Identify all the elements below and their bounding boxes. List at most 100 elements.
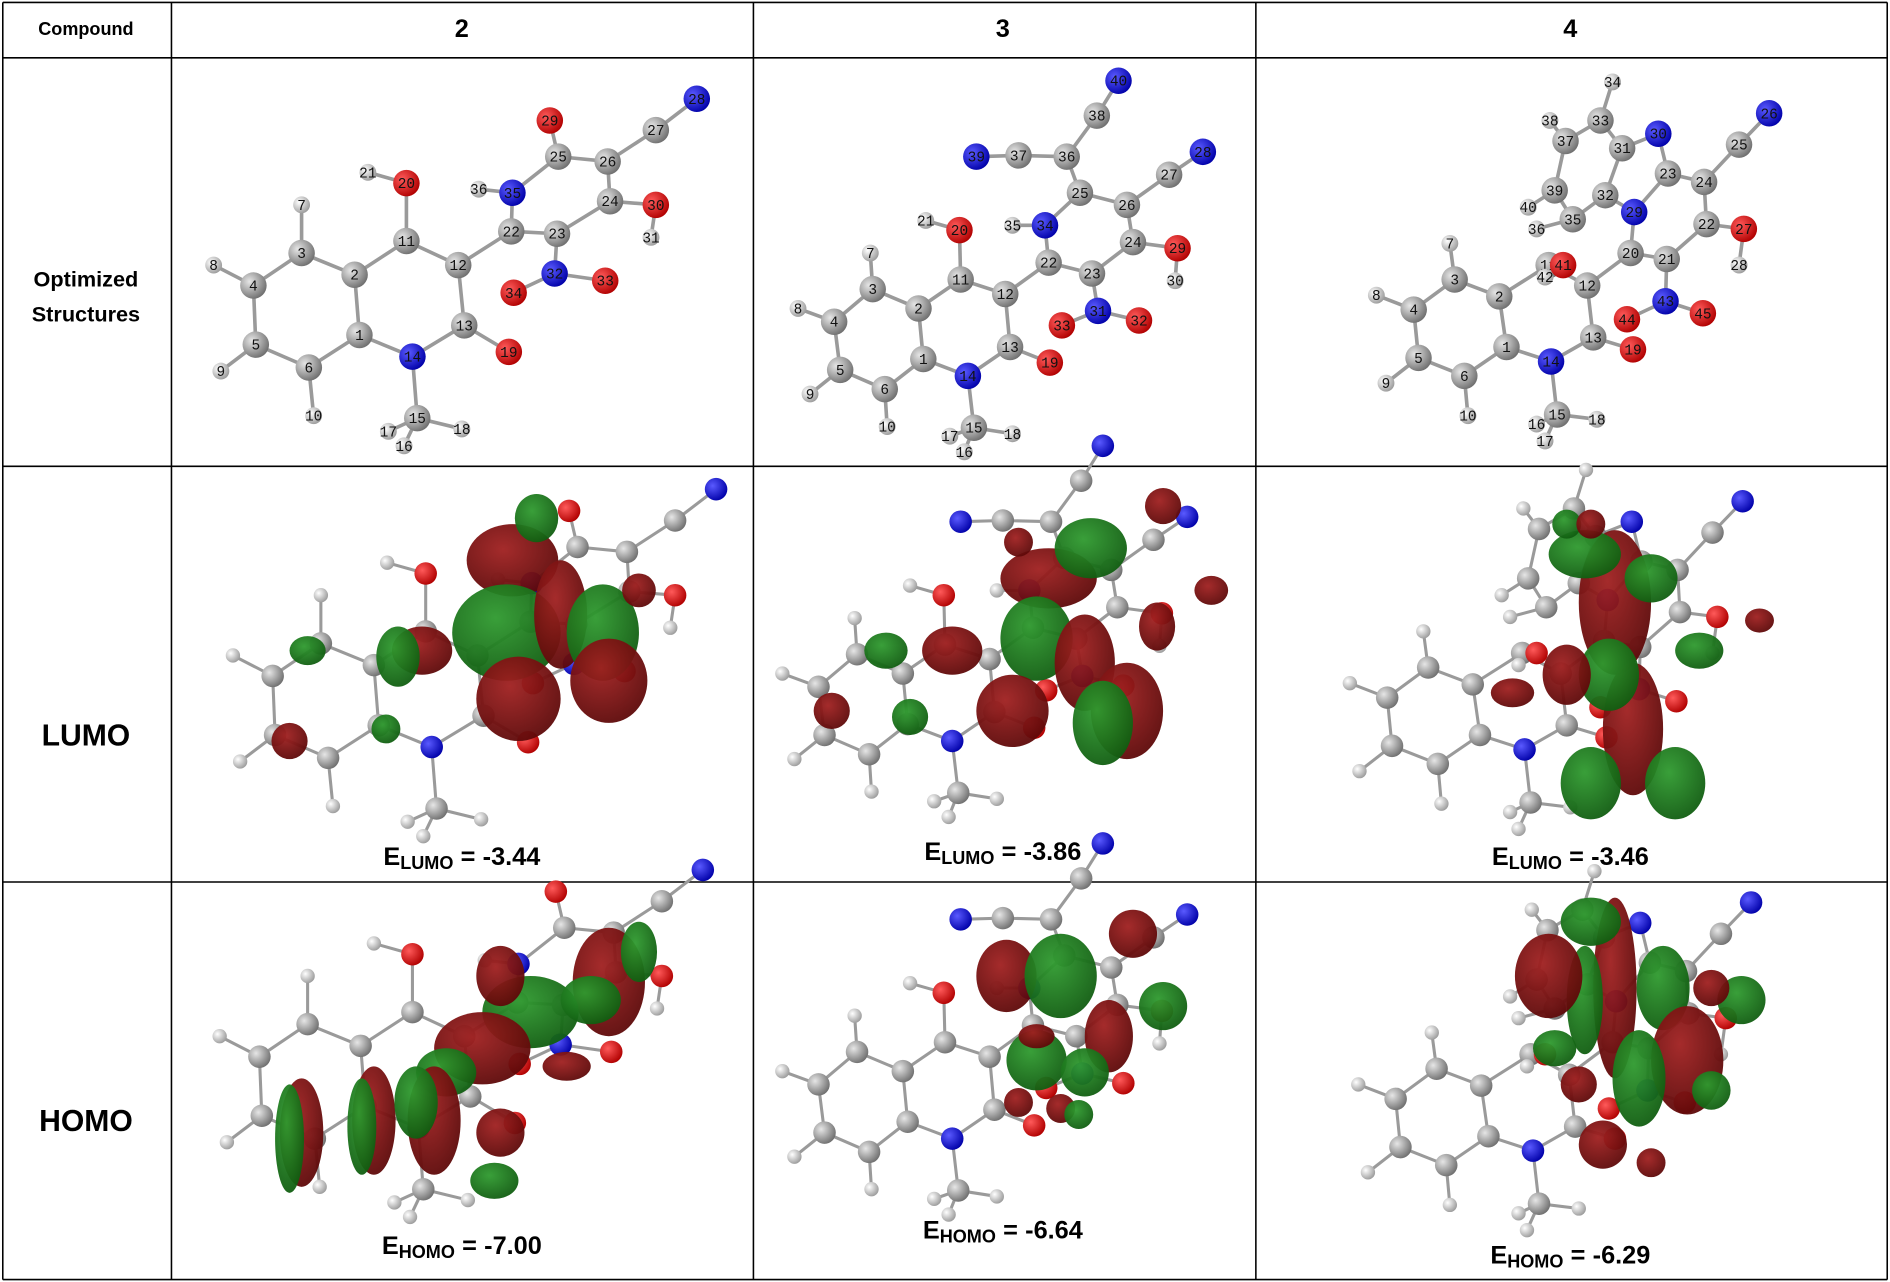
atom [387, 1195, 402, 1210]
orbital-lobe [1006, 1030, 1067, 1091]
atom [242, 331, 270, 358]
atom [1739, 891, 1763, 914]
atom-label: 31 [1613, 142, 1630, 158]
orbital-lobe [476, 1108, 525, 1157]
atom [902, 578, 918, 593]
atom [941, 1207, 956, 1222]
homo-orbital [212, 858, 715, 1225]
atom [787, 1149, 802, 1164]
atom [1689, 300, 1717, 327]
atom-label: 31 [642, 231, 659, 247]
atom [341, 261, 368, 288]
atom [663, 620, 678, 635]
compound-number: 4 [1563, 15, 1577, 43]
atom [615, 540, 639, 564]
atom [399, 343, 426, 370]
atom-label: 18 [453, 423, 470, 439]
atom-label: 20 [398, 177, 415, 193]
atom-label: 3 [868, 283, 877, 299]
atom [212, 1029, 227, 1044]
atom [955, 443, 973, 461]
atom [941, 809, 956, 825]
atom [1730, 215, 1758, 243]
atom-label: 36 [1528, 223, 1545, 239]
energy-symbol: E [1492, 843, 1509, 871]
atom [557, 499, 581, 523]
atom [991, 280, 1019, 308]
atom [1592, 181, 1619, 209]
atom [1516, 501, 1531, 516]
energy-sign: = [1003, 1216, 1018, 1244]
atom-label: 34 [1604, 76, 1621, 92]
atom-label: 9 [1382, 377, 1391, 393]
atom-label: 16 [395, 440, 412, 456]
energy-sign: = [1571, 1241, 1586, 1269]
atom-label: 13 [456, 319, 473, 335]
atom [1152, 1036, 1167, 1051]
atom-label: 6 [1460, 370, 1469, 386]
atom [902, 976, 918, 991]
atom-label: 28 [688, 93, 705, 109]
row-label: Structures [32, 301, 140, 326]
atom-label: 18 [1588, 413, 1605, 429]
homo-orbital [1351, 863, 1766, 1238]
orbital-lobe [1000, 596, 1073, 681]
atom-label: 25 [1071, 187, 1088, 203]
atom [219, 1135, 235, 1150]
atom [293, 196, 311, 214]
atom [1112, 1071, 1135, 1095]
atom [845, 1040, 869, 1064]
energy-symbol: E [1490, 1241, 1507, 1269]
energy-value: -7.00 [484, 1232, 542, 1260]
atom [1587, 863, 1602, 879]
orbital-lobe [976, 674, 1049, 748]
atom [989, 1189, 1004, 1204]
atom-label: 26 [599, 155, 616, 171]
atom [1105, 67, 1132, 94]
atom [864, 1182, 879, 1197]
atom [1084, 297, 1112, 325]
atom [325, 798, 341, 814]
atom [541, 260, 568, 287]
atom-label: 7 [297, 199, 306, 215]
orbital-lobe [1004, 527, 1033, 557]
atom [470, 180, 488, 198]
atom [401, 1000, 424, 1024]
atom [225, 648, 241, 663]
atom [1416, 656, 1440, 679]
atom-label: 12 [1579, 280, 1596, 296]
atom [663, 509, 687, 532]
atom [1442, 1197, 1458, 1213]
atom [1730, 256, 1748, 274]
atom [404, 404, 431, 432]
atom [536, 107, 564, 134]
atom [296, 1012, 319, 1036]
atom-label: 20 [1622, 247, 1639, 263]
atom [1451, 362, 1478, 390]
atom-label: 30 [1166, 275, 1183, 291]
atom-label: 15 [965, 422, 982, 438]
atom [1434, 796, 1449, 811]
energy-subscript: HOMO [1507, 1251, 1563, 1271]
atom [205, 256, 223, 274]
energy-value: -6.64 [1025, 1216, 1083, 1244]
atom-label: 27 [1735, 223, 1752, 239]
orbital-lobe [466, 524, 559, 597]
atom [500, 279, 527, 307]
atom [1005, 142, 1032, 169]
atom [232, 754, 248, 769]
atom [240, 272, 267, 299]
atom-label: 22 [1698, 218, 1715, 234]
atom-label: 26 [1118, 199, 1135, 215]
atom-label: 21 [1658, 253, 1675, 269]
atom [1022, 1114, 1046, 1137]
orbital-lobe [371, 714, 401, 744]
orbital-lobe [1060, 1048, 1109, 1097]
atom [1384, 1087, 1407, 1111]
atom-label: 18 [1004, 428, 1021, 444]
atom [1342, 676, 1358, 691]
atom-label: 10 [879, 421, 896, 437]
atom-label: 33 [597, 275, 614, 291]
atom-label: 32 [1597, 189, 1614, 205]
